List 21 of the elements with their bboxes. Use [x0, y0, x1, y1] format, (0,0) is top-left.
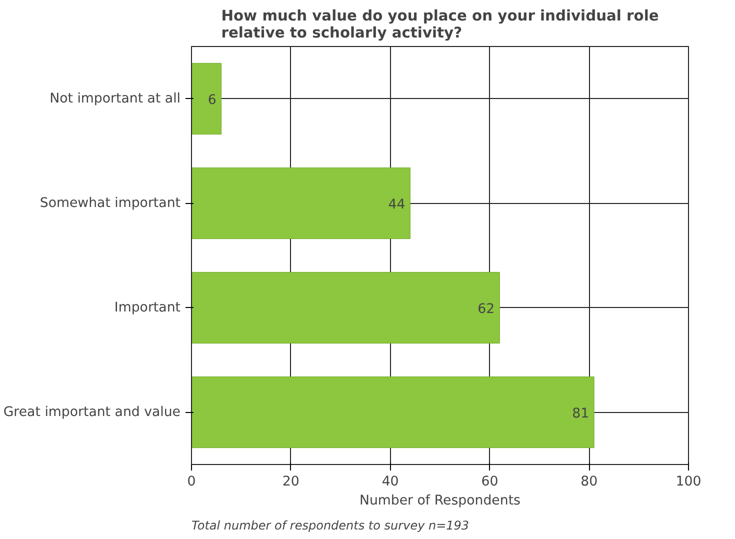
- y-tick-label: Great important and value: [3, 404, 181, 420]
- data-label: 6: [208, 92, 216, 108]
- x-tick-label: 100: [676, 474, 702, 490]
- data-label: 81: [572, 406, 590, 422]
- x-tick-label: 20: [282, 474, 300, 490]
- bar: [192, 376, 594, 448]
- x-tick-label: 0: [187, 474, 196, 490]
- y-tick-label: Somewhat important: [40, 196, 181, 211]
- data-label: 62: [478, 302, 495, 317]
- y-tick-label: Not important at all: [50, 91, 180, 106]
- bar: [192, 167, 410, 240]
- x-tick-label: 80: [580, 474, 598, 490]
- x-tick-label: 40: [382, 474, 399, 490]
- y-tick-label: Important: [114, 300, 181, 316]
- data-label: 44: [388, 197, 406, 212]
- bar: [192, 62, 222, 135]
- x-axis-title: Number of Respondents: [360, 494, 521, 508]
- bar: [192, 272, 500, 344]
- chart-title: How much value do you place on your individual role relative to scholarly activity?: [221, 8, 659, 42]
- text: Total number of respondents to survey n=193: [192, 518, 470, 532]
- x-tick-label: 60: [481, 474, 498, 490]
